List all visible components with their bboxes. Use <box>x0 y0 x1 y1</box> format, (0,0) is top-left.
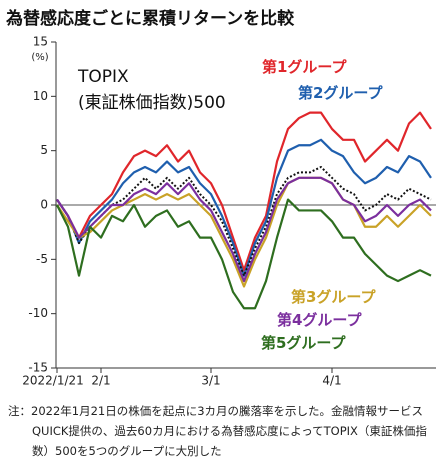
x-tick-label: 2/1 <box>91 374 110 388</box>
chart: (%) -15 -10 -5 0 5 10 15 2022/1/21 2/1 3/1 4/1 <box>22 35 436 388</box>
series-label: 第4グループ <box>277 311 362 329</box>
x-tick-label: 3/1 <box>201 374 220 388</box>
y-unit: (%) <box>31 52 48 63</box>
y-tick-label: -5 <box>36 252 48 266</box>
series-label: 第1グループ <box>262 58 347 76</box>
series-line <box>56 111 432 272</box>
series-label: TOPIX (東証株価指数)500 <box>78 67 226 113</box>
y-tick-label: -10 <box>28 306 48 320</box>
series-line <box>56 176 432 288</box>
series-line <box>56 198 432 310</box>
x-tick-label: 2022/1/21 <box>22 374 84 388</box>
footnote: 注：2022年1月21日の株価を起点に3カ月の騰落率を示した。金融情報サービスQ… <box>8 404 427 458</box>
series-label: 第5グループ <box>261 334 346 352</box>
series-line <box>56 138 432 277</box>
chart-title: 為替感応度ごとに累積リターンを比較 <box>6 9 295 29</box>
y-tick-label: 15 <box>33 35 48 49</box>
x-tick-label: 4/1 <box>322 374 341 388</box>
y-tick-label: 0 <box>40 198 48 212</box>
series-label: 第3グループ <box>291 288 376 306</box>
y-tick-label: 5 <box>40 143 48 157</box>
y-tick-label: 10 <box>33 89 48 103</box>
y-tick-label: -15 <box>28 361 48 375</box>
series-line <box>56 176 432 283</box>
series-label: 第2グループ <box>298 84 383 102</box>
series-line <box>56 165 432 277</box>
